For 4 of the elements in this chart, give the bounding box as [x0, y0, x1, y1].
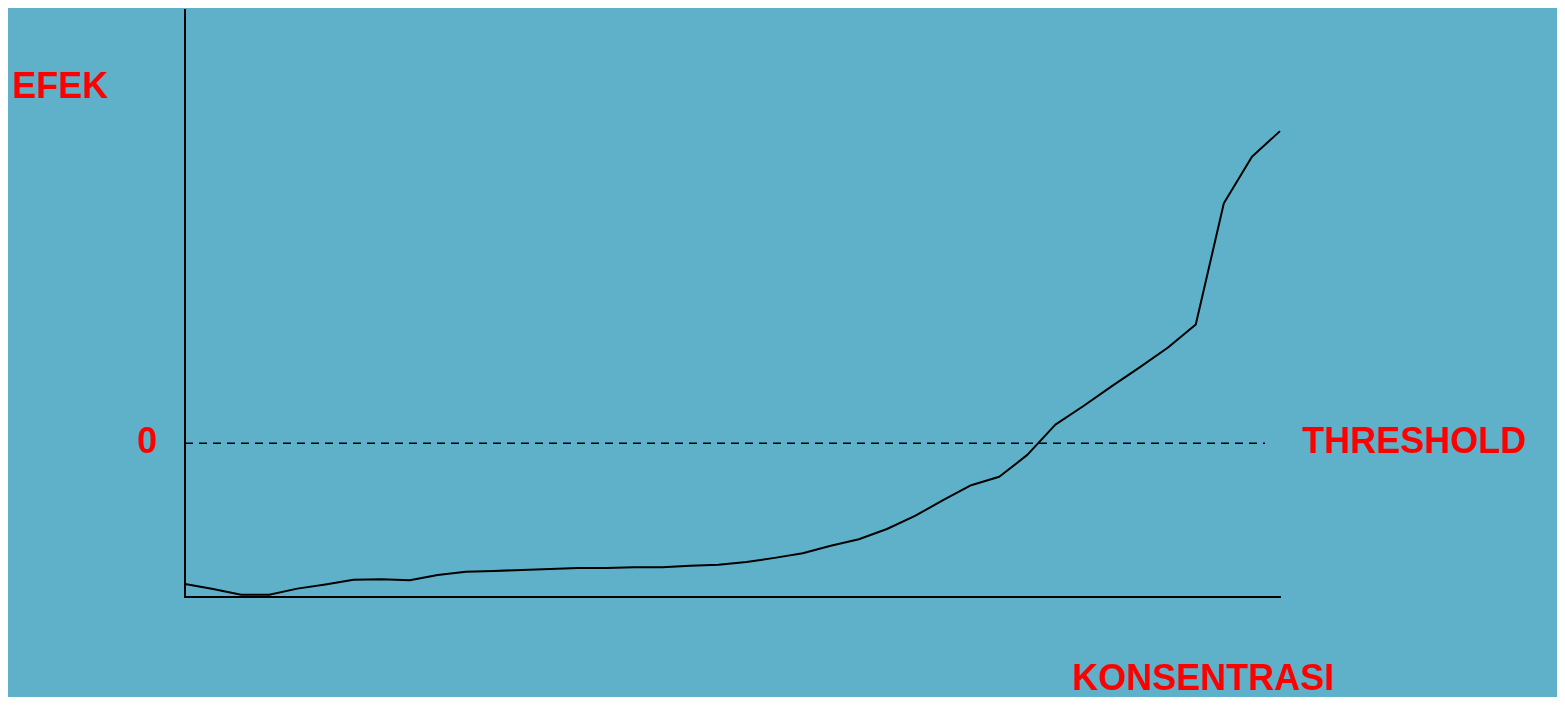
x-axis-title: KONSENTRASI — [1071, 656, 1335, 698]
ref-line-label: THRESHOLD — [1302, 420, 1526, 462]
text: 0 — [136, 420, 157, 462]
y-axis-title: EFEK — [12, 64, 109, 106]
